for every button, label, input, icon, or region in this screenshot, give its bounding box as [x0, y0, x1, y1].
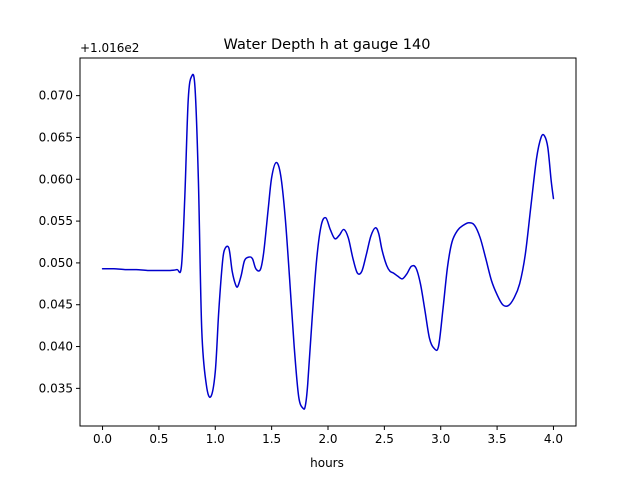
y-tick-label: 0.050	[39, 256, 73, 270]
x-tick-label: 0.5	[149, 432, 168, 446]
x-tick-label: 1.5	[262, 432, 281, 446]
y-tick-label: 0.035	[39, 381, 73, 395]
x-tick-label: 4.0	[544, 432, 563, 446]
axis-ticks: 0.0 0.5 1.0 1.5 2.0 2.5 3.0 3.5 4.0 0.035 0.040 0.0…	[39, 89, 563, 446]
series-line	[101, 73, 555, 410]
y-tick-label: 0.070	[39, 89, 73, 103]
y-tick-label: 0.045	[39, 298, 73, 312]
y-axis-offset-text: +1.016e2	[80, 41, 139, 55]
plot-area	[80, 58, 576, 426]
x-tick-label: 2.5	[375, 432, 394, 446]
chart-title: Water Depth h at gauge 140	[224, 37, 431, 53]
y-tick-label: 0.040	[39, 340, 73, 354]
x-tick-label: 2.0	[318, 432, 337, 446]
y-tick-label: 0.055	[39, 214, 73, 228]
y-tick-label: 0.065	[39, 130, 73, 144]
x-tick-label: 3.5	[488, 432, 507, 446]
x-tick-label: 3.0	[431, 432, 450, 446]
plot-frame	[79, 57, 577, 427]
x-tick-label: 0.0	[93, 432, 112, 446]
x-axis-label: hours	[310, 456, 344, 470]
x-tick-label: 1.0	[206, 432, 225, 446]
y-tick-label: 0.060	[39, 172, 73, 186]
